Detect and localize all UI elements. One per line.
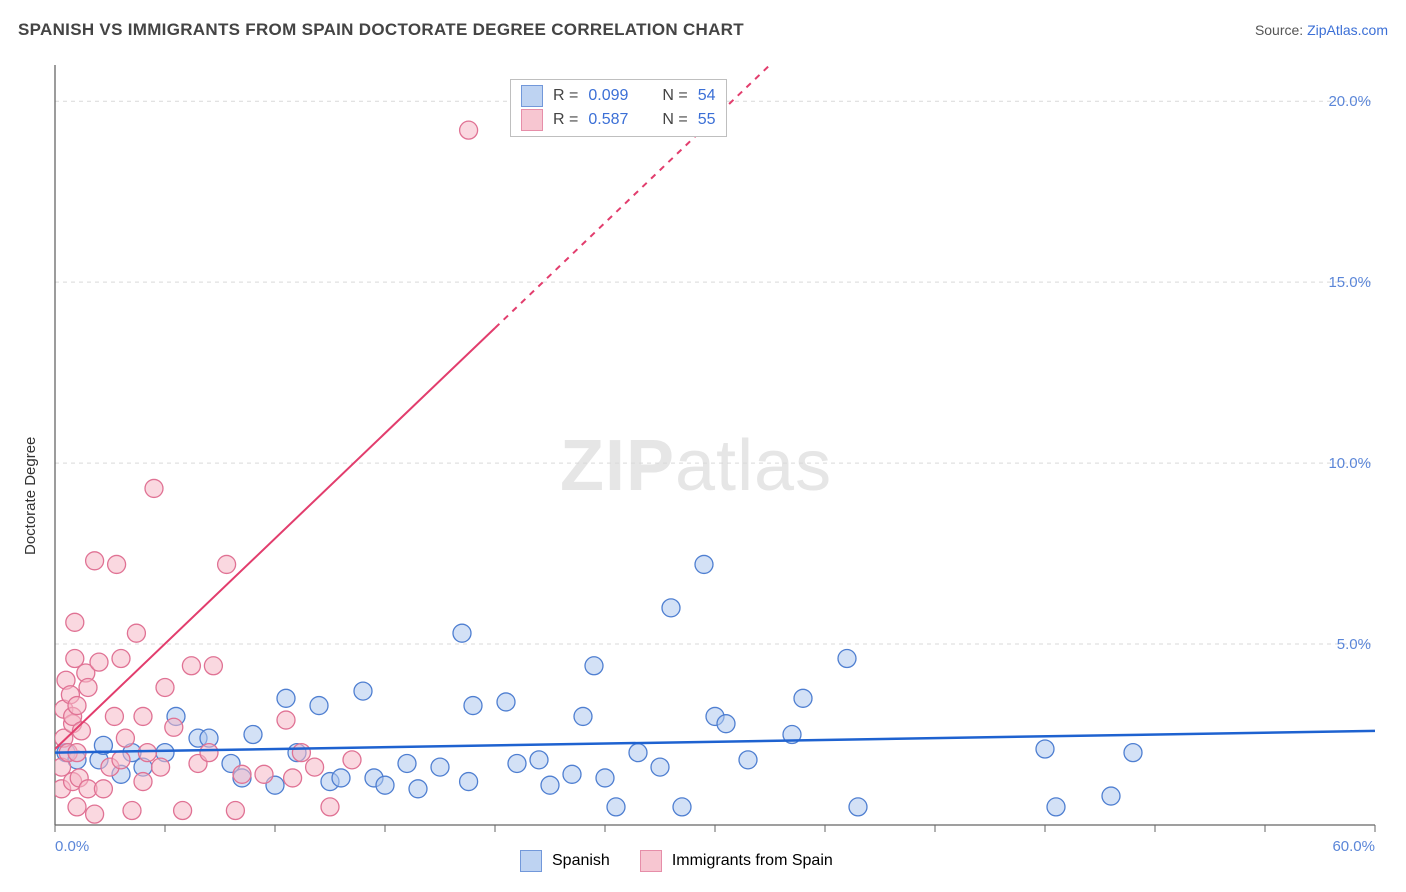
svg-text:10.0%: 10.0% <box>1328 455 1371 472</box>
svg-text:0.0%: 0.0% <box>55 838 89 855</box>
series-name: Spanish <box>552 852 610 870</box>
legend-swatch <box>521 85 543 107</box>
svg-text:60.0%: 60.0% <box>1332 838 1375 855</box>
legend-swatch <box>520 850 542 872</box>
chart-title: SPANISH VS IMMIGRANTS FROM SPAIN DOCTORA… <box>18 20 744 40</box>
scatter-chart: 5.0% 10.0% 15.0% 20.0% 0.0% 60.0% <box>0 55 1406 875</box>
stats-legend-row: R = 0.099 N = 54 <box>521 84 716 108</box>
series-legend: Spanish Immigrants from Spain <box>520 850 833 872</box>
source-link[interactable]: ZipAtlas.com <box>1307 22 1388 38</box>
series-name: Immigrants from Spain <box>672 852 833 870</box>
svg-text:5.0%: 5.0% <box>1337 636 1371 653</box>
stat-r-value: 0.099 <box>588 84 628 108</box>
series-legend-item: Spanish <box>520 850 610 872</box>
stat-r-label: R = <box>553 108 578 132</box>
legend-swatch <box>640 850 662 872</box>
stat-r-label: R = <box>553 84 578 108</box>
svg-text:20.0%: 20.0% <box>1328 93 1371 110</box>
svg-text:15.0%: 15.0% <box>1328 274 1371 291</box>
stat-n-value: 55 <box>698 108 716 132</box>
stat-n-label: N = <box>662 84 687 108</box>
stat-n-label: N = <box>662 108 687 132</box>
source-attribution: Source: ZipAtlas.com <box>1255 22 1388 38</box>
series-legend-item: Immigrants from Spain <box>640 850 833 872</box>
stat-r-value: 0.587 <box>588 108 628 132</box>
stats-legend-row: R = 0.587 N = 55 <box>521 108 716 132</box>
legend-swatch <box>521 109 543 131</box>
source-label: Source: <box>1255 22 1307 38</box>
stat-n-value: 54 <box>698 84 716 108</box>
stats-legend-box: R = 0.099 N = 54 R = 0.587 N = 55 <box>510 79 727 137</box>
